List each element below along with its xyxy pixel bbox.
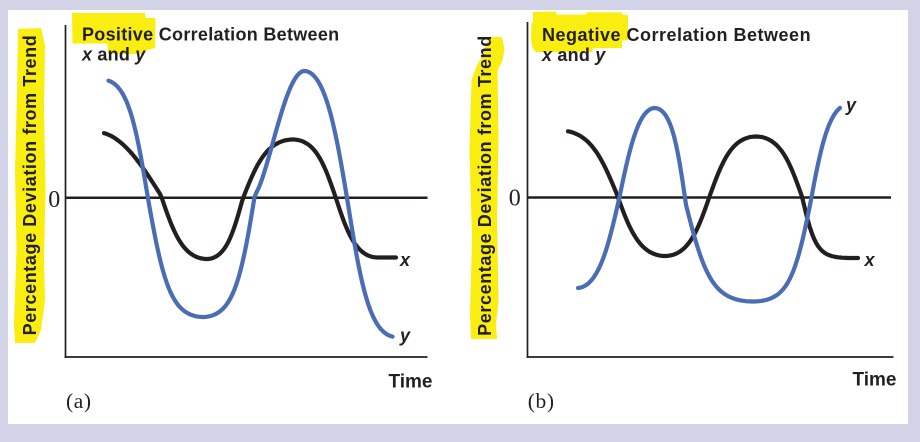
svg-text:x and y: x and y [81,45,146,65]
svg-text:0: 0 [48,187,60,213]
svg-text:0: 0 [509,185,521,211]
svg-text:Positive Correlation Between: Positive Correlation Between [82,25,339,45]
svg-text:(a): (a) [66,389,92,413]
svg-text:y: y [845,95,857,115]
svg-text:Negative Correlation Between: Negative Correlation Between [542,25,811,45]
svg-text:Percentage Deviation from Tren: Percentage Deviation from Trend [475,35,495,336]
svg-text:Time: Time [852,370,896,391]
svg-text:x and y: x and y [541,45,606,65]
svg-text:x: x [864,250,876,270]
svg-text:Time: Time [388,371,432,392]
svg-text:x: x [399,250,411,270]
svg-text:y: y [399,326,411,346]
svg-text:(b): (b) [528,389,555,413]
svg-text:Percentage Deviation from Tren: Percentage Deviation from Trend [20,35,40,336]
